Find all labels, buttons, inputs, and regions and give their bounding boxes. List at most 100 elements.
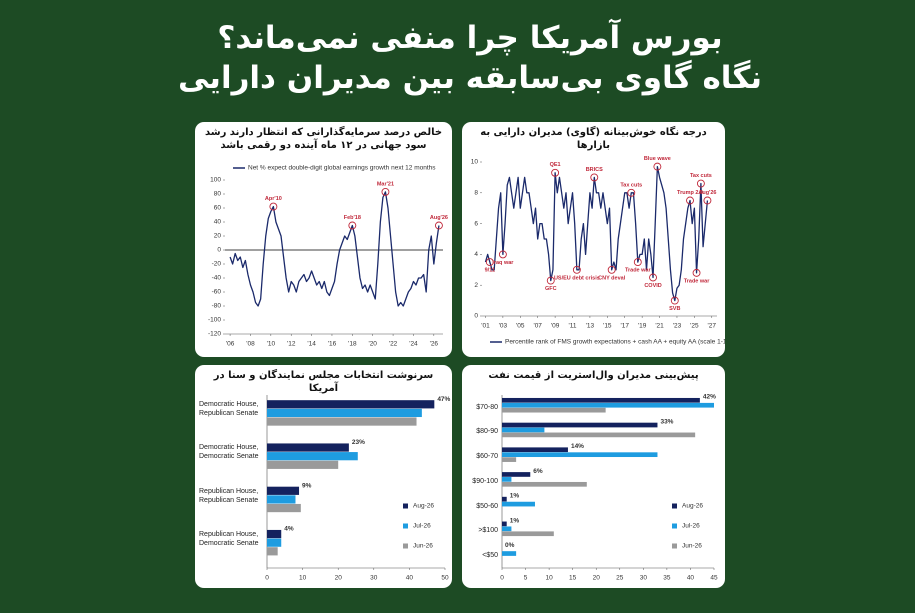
x-tick-label: '08 [246,341,255,348]
annotation-marker [649,273,657,282]
annotation-marker [485,258,494,267]
annotation-label: BRICS [586,167,603,173]
chart-panel: -120 -100 -80 -60 -40 -20 0 20 40 60 80 100 '06 '08 '1… [195,122,452,357]
y-tick-label: 4 [474,251,478,258]
x-tick-label: '20 [368,341,377,348]
y-tick-label: -80 [212,303,222,310]
annotation-label: SVB [669,306,680,312]
bar [502,501,535,507]
category-label: Republican House, Republican Senate [199,487,259,504]
bar [267,417,417,426]
category-label: $90-100 [472,477,498,485]
x-tick-label: 0 [500,575,504,582]
annotation-marker [703,196,712,205]
bar [502,526,512,532]
value-label: 42% [703,394,716,401]
page-title: بورس آمریکا چرا منفی نمی‌ماند؟ [217,20,723,56]
legend-swatch [672,543,677,549]
chart-panel: 0 10 20 30 40 50 47% 23% 9% 4% Aug-26 Jul-26 Jun-26 … [195,365,452,588]
y-tick-label: 40 [214,219,222,226]
x-tick-label: '12 [287,341,296,348]
x-tick-label: 10 [299,575,307,582]
category-label: $80-90 [476,428,498,436]
annotation-marker [572,265,581,274]
x-tick-label: '22 [389,341,398,348]
x-tick-label: 40 [687,575,695,582]
chart: -120 -100 -80 -60 -40 -20 0 20 40 60 80 100 '06 '08 '1… [208,165,448,348]
bar [267,503,301,513]
y-tick-label: 8 [474,190,478,197]
bar [502,432,696,438]
bar [502,477,512,482]
value-label: 14% [571,443,584,450]
annotation-label: QE1 [550,162,561,168]
annotation-label: CNY deval [598,275,626,281]
annotation-label: 9/11 [485,268,495,274]
bar [502,457,517,462]
legend-swatch [672,503,677,509]
legend-label: Jun-26 [682,543,702,550]
y-tick-label: -40 [212,275,222,282]
annotation-marker [381,187,390,196]
x-tick-label: '17 [620,323,629,330]
bar [502,521,507,527]
legend-label: Aug-26 [413,503,434,510]
x-tick-label: '27 [708,323,717,330]
annotation-label: Feb'18 [344,215,361,221]
x-tick-label: '03 [499,323,508,330]
value-label: 6% [533,468,543,475]
annotation-label: Trade war [684,278,711,284]
bar [502,407,606,413]
annotation-label: Trade war [625,268,652,274]
annotation-label: Mar'21 [377,181,394,187]
x-tick-label: '14 [307,341,316,348]
x-tick-label: '24 [409,341,418,348]
annotation-marker [670,296,679,305]
annotation-label: Aug'26 [698,190,716,196]
x-tick-label: '06 [226,341,235,348]
x-tick-label: 20 [593,575,601,582]
x-tick-label: 5 [524,575,528,582]
x-tick-label: '11 [569,323,577,330]
x-tick-label: '13 [586,323,595,330]
x-tick-label: '05 [516,323,525,330]
chart-title: سرنوشت انتخابات مجلس نمایندگان و سنا در … [213,370,434,394]
legend-label: Jul-26 [413,523,431,530]
annotation-marker [653,162,662,171]
annotation-label: US/EU debt crisis [554,275,600,281]
x-tick-label: 25 [616,575,624,582]
x-tick-label: '18 [348,341,357,348]
x-tick-label: '07 [533,323,542,330]
bar [267,529,282,539]
legend-label: Percentile rank of FMS growth expectatio… [505,339,725,346]
bar [267,443,349,452]
bar [502,422,658,428]
annotation-marker [627,188,636,197]
y-tick-label: 80 [214,191,222,198]
x-tick-label: 20 [335,575,343,582]
annotation-marker [498,250,507,259]
x-tick-label: '25 [690,323,699,330]
legend-label: Jul-26 [682,523,700,530]
bar [267,408,422,418]
bar [267,452,358,461]
annotation-marker [590,173,599,182]
x-tick-label: '09 [551,323,560,330]
annotation-label: Blue wave [644,156,671,162]
value-label: 23% [352,439,365,446]
chart-panel: 0 5 10 15 20 25 30 35 40 45 42% 33% 14% 6% 1% 1% 0% Aug-2… [462,365,725,588]
x-tick-label: '23 [673,323,682,330]
annotation-label: GFC [545,286,557,292]
value-label: 9% [302,482,312,489]
annotation-marker [546,276,555,285]
annotation-label: COVID [644,283,661,289]
x-tick-label: 40 [406,575,414,582]
bar [267,538,282,547]
chart: 0 5 10 15 20 25 30 35 40 45 42% 33% 14% 6% 1% 1% 0% Aug-2… [500,394,718,582]
bar [267,400,435,409]
value-label: 1% [510,517,520,524]
category-label: >$100 [478,527,498,535]
y-tick-label: 60 [214,205,222,212]
data-line [484,165,709,302]
bar [502,397,700,403]
